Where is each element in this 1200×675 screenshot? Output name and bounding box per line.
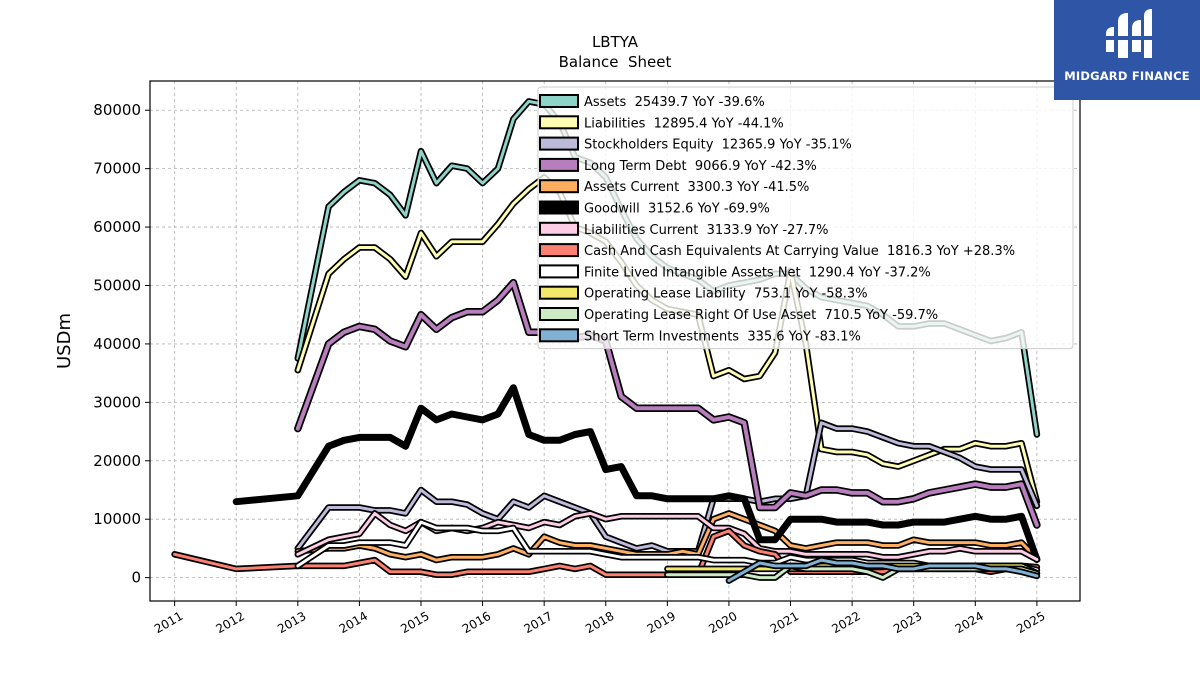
y-tick-label: 10000 xyxy=(93,510,141,528)
chart-title: LBTYA xyxy=(592,33,639,51)
legend-entry: Stockholders Equity 12365.9 YoY -35.1% xyxy=(584,138,852,153)
legend-swatch xyxy=(539,115,579,130)
x-axis: 2011 2012 2013 2014 2015 2016 2017 2018 2019 2020… xyxy=(152,601,1048,636)
x-tick-label: 2025 xyxy=(1014,609,1047,636)
x-tick-label: 2011 xyxy=(152,609,185,636)
y-axis: 0 10000 20000 30000 40000 50000 60000 70000 8000… xyxy=(93,101,150,587)
legend-entry: Operating Lease Liability 753.1 YoY -58.… xyxy=(584,287,868,302)
x-tick-label: 2014 xyxy=(337,609,370,636)
legend-entry: Finite Lived Intangible Assets Net 1290.… xyxy=(584,265,931,280)
x-tick-label: 2016 xyxy=(460,609,493,636)
brand-name: MIDGARD FINANCE xyxy=(1064,69,1190,83)
legend-entry: Liabilities 12895.4 YoY -44.1% xyxy=(584,116,784,131)
x-tick-label: 2024 xyxy=(953,609,986,636)
legend-entry: Short Term Investments 335.6 YoY -83.1% xyxy=(584,329,861,344)
brand-logo: MIDGARD FINANCE xyxy=(1054,0,1200,100)
series-long-term-debt xyxy=(294,278,1041,529)
series-line xyxy=(727,558,1039,583)
series-line xyxy=(295,280,1039,527)
x-tick-label: 2019 xyxy=(645,609,678,636)
legend-swatch xyxy=(539,179,579,194)
y-tick-label: 70000 xyxy=(93,160,141,178)
x-tick-label: 2015 xyxy=(398,609,431,636)
legend-swatch xyxy=(539,136,579,151)
legend: Assets 25439.7 YoY -39.6% Liabilities 128… xyxy=(537,86,1074,350)
y-tick-label: 50000 xyxy=(93,276,141,294)
x-tick-label: 2018 xyxy=(583,609,616,636)
y-tick-label: 0 xyxy=(131,569,141,587)
legend-entry: Cash And Cash Equivalents At Carrying Va… xyxy=(584,244,1015,259)
legend-box xyxy=(537,86,1074,350)
chart-subtitle: Balance Sheet xyxy=(559,53,672,71)
plot-frame xyxy=(149,80,1081,602)
legend-swatch xyxy=(539,264,579,279)
x-tick-label: 2023 xyxy=(891,609,924,636)
legend-entry: Goodwill 3152.6 YoY -69.9% xyxy=(584,202,770,217)
series-outline xyxy=(232,384,1041,563)
legend-swatch xyxy=(539,94,579,108)
legend-swatch xyxy=(539,285,579,300)
x-tick-label: 2017 xyxy=(521,609,554,636)
legend-entry: Long Term Debt 9066.9 YoY -42.3% xyxy=(584,159,817,174)
legend-swatch xyxy=(539,200,579,215)
y-tick-label: 20000 xyxy=(93,452,141,470)
legend-entry: Assets Current 3300.3 YoY -41.5% xyxy=(584,180,809,195)
legend-entry: Assets 25439.7 YoY -39.6% xyxy=(584,95,765,110)
legend-swatch xyxy=(539,307,579,321)
legend-swatch xyxy=(539,243,579,258)
y-tick-label: 40000 xyxy=(93,335,141,353)
y-tick-label: 30000 xyxy=(93,393,141,411)
series-line xyxy=(296,511,1039,562)
series-assets-current xyxy=(294,510,1041,564)
legend-swatch xyxy=(539,328,579,343)
y-tick-label: 80000 xyxy=(93,101,141,119)
legend-entry: Operating Lease Right Of Use Asset 710.5… xyxy=(584,308,938,323)
series-short-term-investments xyxy=(725,556,1041,584)
y-axis-label: USDm xyxy=(54,313,75,369)
legend-entry: Liabilities Current 3133.9 YoY -27.7% xyxy=(584,223,828,238)
x-tick-label: 2020 xyxy=(706,609,739,636)
legend-swatch xyxy=(539,221,579,236)
y-tick-label: 60000 xyxy=(93,218,141,236)
x-tick-label: 2022 xyxy=(829,609,862,636)
series-goodwill xyxy=(232,384,1041,563)
x-tick-label: 2012 xyxy=(213,609,246,636)
x-tick-label: 2013 xyxy=(275,609,308,636)
x-tick-label: 2021 xyxy=(768,609,801,636)
legend-swatch xyxy=(539,157,579,172)
midgard-logo-icon xyxy=(1104,9,1154,58)
